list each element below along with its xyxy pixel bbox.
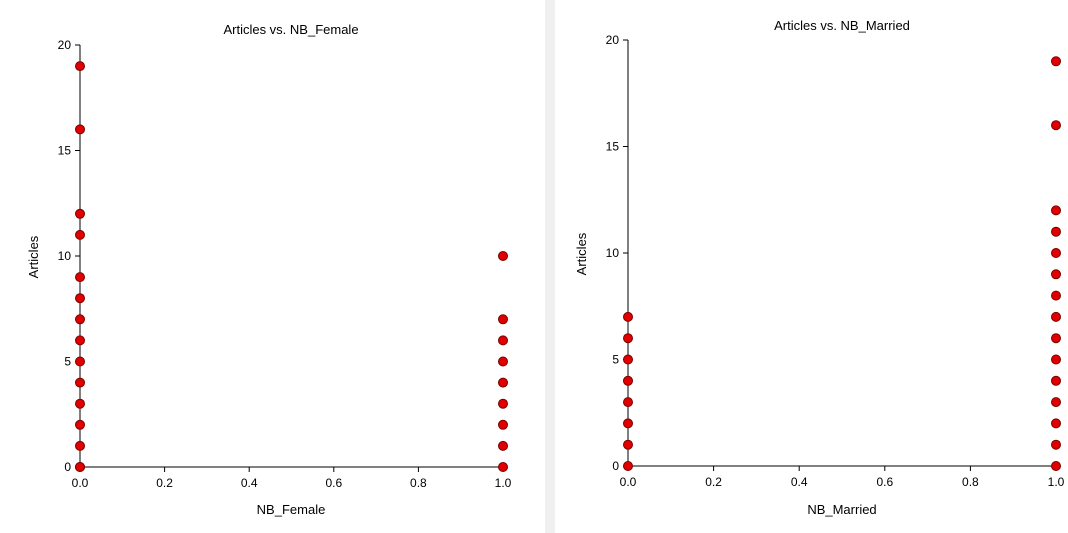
x-tick-label: 1.0 (495, 476, 512, 490)
data-point (623, 375, 633, 386)
data-point (75, 356, 85, 367)
data-points (75, 61, 508, 472)
y-axis-label: Articles (574, 232, 589, 275)
data-point (1051, 248, 1061, 258)
data-point (623, 439, 633, 450)
data-point (623, 333, 633, 344)
data-point (75, 377, 85, 388)
y-tick-label: 5 (612, 353, 619, 367)
data-point (1051, 269, 1061, 280)
data-point (498, 419, 508, 430)
data-point (1051, 375, 1061, 386)
data-point (75, 272, 85, 283)
data-point (75, 61, 85, 72)
y-tick-label: 5 (64, 355, 71, 369)
y-axis-label: Articles (26, 235, 41, 278)
x-tick-label: 0.8 (962, 475, 979, 489)
data-point (75, 440, 85, 451)
data-point (1051, 333, 1061, 344)
data-point (498, 398, 508, 409)
axes: 0 5 10 15 20 0.0 0.2 0.4 0.6 0.8 1.0 (58, 38, 512, 490)
data-point (623, 311, 633, 322)
axes: 0 5 10 15 20 0.0 0.2 0.4 0.6 0.8 1.0 (606, 33, 1065, 489)
data-point (1051, 418, 1061, 429)
data-point (75, 314, 85, 325)
y-tick-label: 15 (58, 144, 72, 158)
data-point (75, 335, 85, 346)
data-point (498, 335, 508, 346)
data-point (1051, 354, 1061, 365)
x-tick-label: 0.0 (72, 476, 89, 490)
scatter-chart-nb-female: Articles vs. NB_Female NB_Female Article… (26, 22, 512, 517)
x-tick-label: 0.4 (241, 476, 258, 490)
data-point (75, 293, 85, 304)
data-point (75, 229, 85, 240)
data-point (623, 418, 633, 429)
data-point (623, 397, 633, 408)
data-point (498, 462, 508, 472)
data-point (75, 462, 85, 472)
x-tick-label: 0.2 (156, 476, 173, 490)
data-point (498, 356, 508, 367)
x-tick-label: 0.6 (325, 476, 342, 490)
y-tick-label: 0 (612, 459, 619, 473)
data-point (498, 377, 508, 388)
data-point (1051, 56, 1061, 67)
data-point (1051, 397, 1061, 408)
data-point (1051, 226, 1061, 237)
data-point (498, 440, 508, 451)
data-points (623, 56, 1061, 471)
chart-title: Articles vs. NB_Married (774, 18, 910, 33)
y-tick-label: 0 (64, 460, 71, 474)
x-tick-label: 0.0 (620, 475, 637, 489)
scatter-chart-nb-married: Articles vs. NB_Married NB_Married Artic… (574, 18, 1065, 517)
data-point (75, 419, 85, 430)
chart-panel-nb-married: Articles vs. NB_Married NB_Married Artic… (555, 0, 1068, 533)
x-tick-label: 0.8 (410, 476, 427, 490)
data-point (1051, 461, 1061, 471)
data-point (75, 398, 85, 409)
x-tick-label: 0.6 (876, 475, 893, 489)
data-point (75, 208, 85, 219)
data-point (1051, 205, 1061, 216)
x-axis-label: NB_Married (807, 502, 876, 517)
data-point (1051, 290, 1061, 301)
data-point (623, 354, 633, 365)
x-tick-label: 1.0 (1048, 475, 1065, 489)
data-point (498, 314, 508, 325)
y-tick-label: 10 (58, 249, 72, 263)
data-point (498, 251, 508, 261)
x-axis-label: NB_Female (257, 502, 326, 517)
y-tick-label: 20 (58, 38, 72, 52)
data-point (1051, 439, 1061, 450)
data-point (623, 461, 633, 471)
x-tick-label: 0.4 (791, 475, 808, 489)
data-point (75, 124, 85, 135)
x-tick-label: 0.2 (705, 475, 722, 489)
chart-title: Articles vs. NB_Female (223, 22, 358, 37)
data-point (1051, 311, 1061, 322)
y-tick-label: 15 (606, 140, 620, 154)
y-tick-label: 20 (606, 33, 620, 47)
data-point (1051, 120, 1061, 131)
chart-panel-nb-female: Articles vs. NB_Female NB_Female Article… (0, 0, 545, 533)
y-tick-label: 10 (606, 246, 620, 260)
